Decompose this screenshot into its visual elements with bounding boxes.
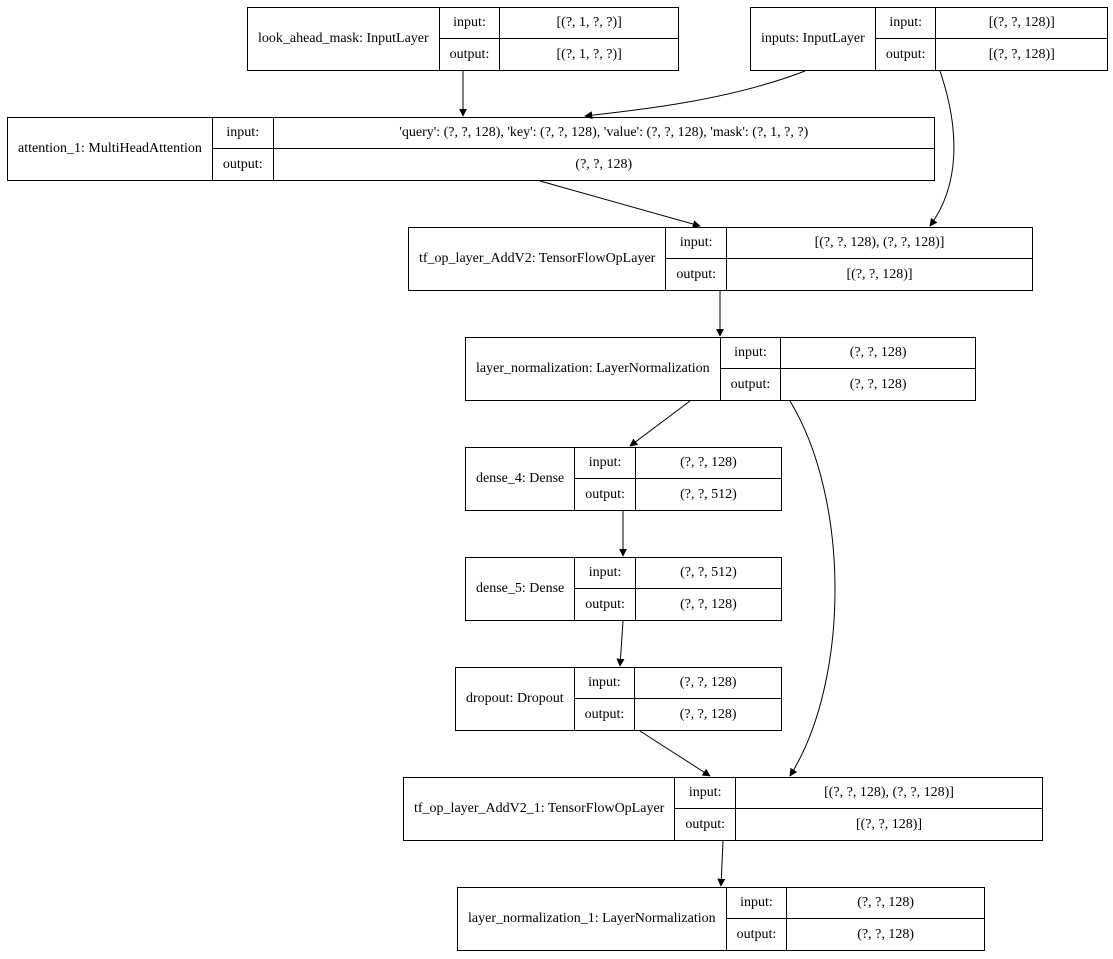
io-value-input: 'query': (?, ?, 128), 'key': (?, ?, 128)… <box>274 118 934 149</box>
node-addv2-1: tf_op_layer_AddV2_1: TensorFlowOpLayer i… <box>403 777 1043 841</box>
node-label: look_ahead_mask: InputLayer <box>248 8 440 70</box>
io-value-output: [(?, 1, ?, ?)] <box>500 39 678 70</box>
node-dense5: dense_5: Dense input: output: (?, ?, 512… <box>465 557 782 621</box>
io-label-input: input: <box>440 8 500 39</box>
io-value-input: [(?, ?, 128)] <box>936 8 1107 39</box>
edge <box>585 71 805 116</box>
io-value-output: [(?, ?, 128)] <box>736 809 1042 840</box>
io-label-output: output: <box>213 149 273 180</box>
node-dropout: dropout: Dropout input: output: (?, ?, 1… <box>455 667 782 731</box>
io-label-input: input: <box>575 558 635 589</box>
node-label: attention_1: MultiHeadAttention <box>8 118 213 180</box>
io-value-output: (?, ?, 128) <box>787 919 984 950</box>
edge <box>540 181 700 226</box>
io-value-output: (?, ?, 128) <box>274 149 934 180</box>
node-look-ahead-mask: look_ahead_mask: InputLayer input: outpu… <box>247 7 679 71</box>
edge <box>640 731 710 776</box>
node-layernorm-1: layer_normalization_1: LayerNormalizatio… <box>457 887 985 951</box>
node-label: dense_4: Dense <box>466 448 575 510</box>
io-label-output: output: <box>727 919 787 950</box>
io-value-output: (?, ?, 128) <box>635 699 781 730</box>
io-label-input: input: <box>213 118 273 149</box>
io-label-input: input: <box>727 888 787 919</box>
node-label: layer_normalization: LayerNormalization <box>466 338 721 400</box>
io-label-input: input: <box>721 338 781 369</box>
io-value-input: (?, ?, 128) <box>787 888 984 919</box>
edge <box>620 621 623 666</box>
node-label: tf_op_layer_AddV2_1: TensorFlowOpLayer <box>404 778 675 840</box>
io-value-input: [(?, 1, ?, ?)] <box>500 8 678 39</box>
io-value-output: (?, ?, 512) <box>636 479 781 510</box>
io-value-output: (?, ?, 128) <box>636 589 781 620</box>
io-value-input: (?, ?, 128) <box>636 448 781 479</box>
io-value-input: [(?, ?, 128), (?, ?, 128)] <box>727 228 1032 259</box>
io-value-input: (?, ?, 512) <box>636 558 781 589</box>
io-value-output: [(?, ?, 128)] <box>936 39 1107 70</box>
io-label-input: input: <box>666 228 726 259</box>
io-label-output: output: <box>666 259 726 290</box>
io-label-output: output: <box>575 479 635 510</box>
node-addv2: tf_op_layer_AddV2: TensorFlowOpLayer inp… <box>408 227 1033 291</box>
io-label-input: input: <box>675 778 735 809</box>
node-attention-1: attention_1: MultiHeadAttention input: o… <box>7 117 935 181</box>
io-label-output: output: <box>440 39 500 70</box>
node-label: dropout: Dropout <box>456 668 575 730</box>
edge <box>630 401 690 446</box>
io-value-output: (?, ?, 128) <box>781 369 975 400</box>
node-label: tf_op_layer_AddV2: TensorFlowOpLayer <box>409 228 666 290</box>
io-label-output: output: <box>876 39 936 70</box>
io-label-output: output: <box>721 369 781 400</box>
io-value-input: (?, ?, 128) <box>635 668 781 699</box>
io-value-input: [(?, ?, 128), (?, ?, 128)] <box>736 778 1042 809</box>
edge <box>721 841 723 886</box>
node-label: dense_5: Dense <box>466 558 575 620</box>
node-layernorm: layer_normalization: LayerNormalization … <box>465 337 976 401</box>
io-label-input: input: <box>876 8 936 39</box>
io-value-input: (?, ?, 128) <box>781 338 975 369</box>
io-label-output: output: <box>575 699 635 730</box>
io-label-output: output: <box>675 809 735 840</box>
io-label-input: input: <box>575 668 635 699</box>
io-label-output: output: <box>575 589 635 620</box>
io-value-output: [(?, ?, 128)] <box>727 259 1032 290</box>
node-label: inputs: InputLayer <box>751 8 876 70</box>
edge <box>790 401 835 776</box>
io-label-input: input: <box>575 448 635 479</box>
node-inputs: inputs: InputLayer input: output: [(?, ?… <box>750 7 1108 71</box>
node-label: layer_normalization_1: LayerNormalizatio… <box>458 888 727 950</box>
node-dense4: dense_4: Dense input: output: (?, ?, 128… <box>465 447 782 511</box>
